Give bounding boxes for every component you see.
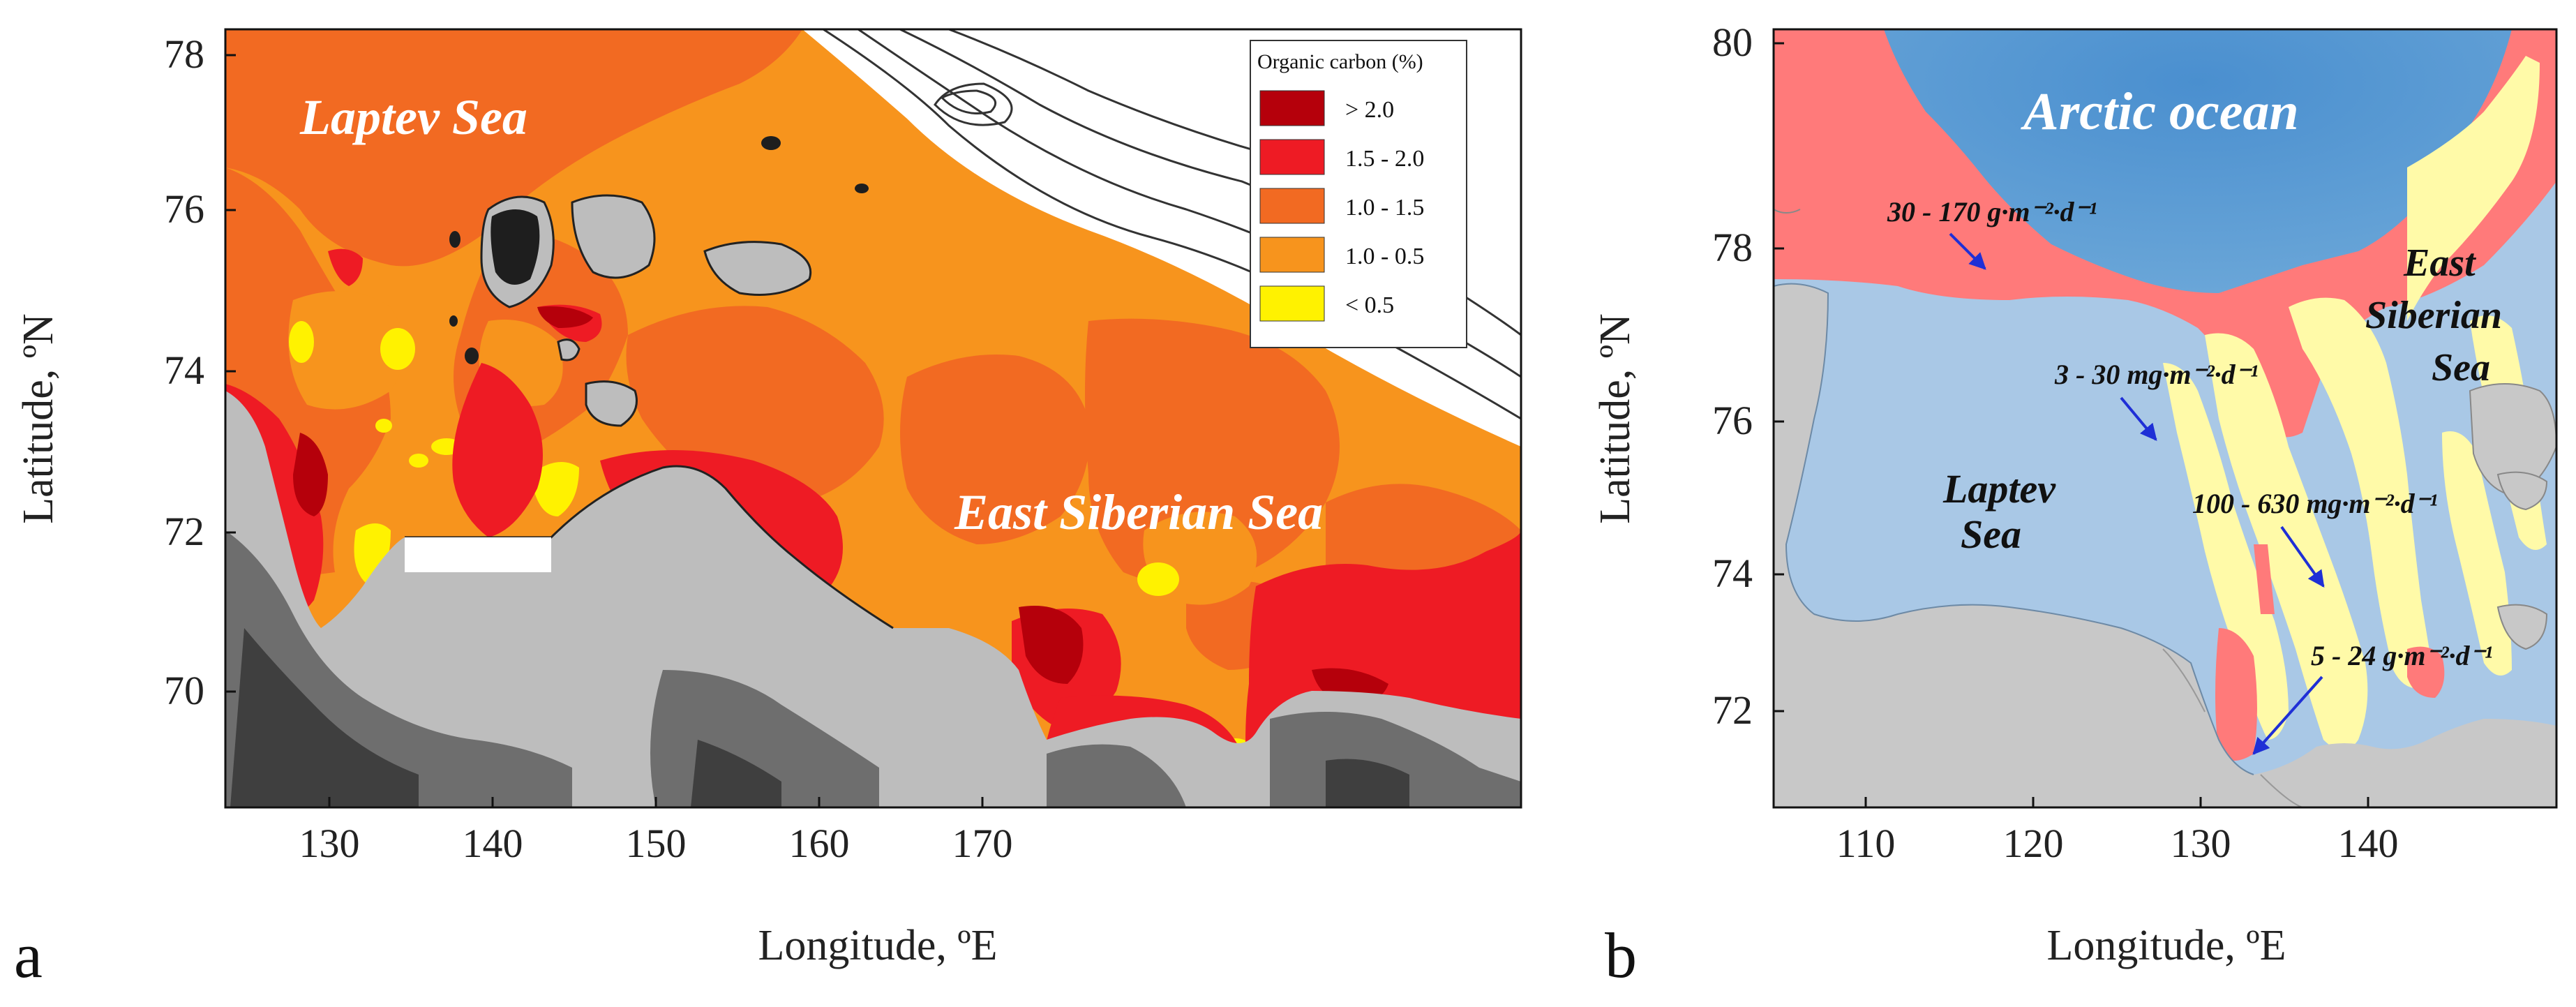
arctic-ocean-area (1884, 29, 2512, 293)
b-x-tick-130: 130 (2171, 821, 2231, 866)
legend-swatch-1.5-2.0 (1259, 139, 1325, 175)
flux-label-2: 3 - 30 mg·m⁻²·d⁻¹ (2054, 359, 2259, 390)
siberia-land (225, 391, 1521, 807)
a-x-tick-140: 140 (463, 821, 523, 866)
zone-1.0-0.5-patches (288, 291, 1257, 605)
a-x-tick-150: 150 (626, 821, 687, 866)
flux-arrow-4 (2252, 676, 2323, 755)
es-label-line1: East (2403, 241, 2476, 285)
high-flux-streaks (2215, 544, 2445, 761)
b-y-axis-title: Latitude, ºN (1592, 313, 1639, 524)
panel-b-map (1774, 29, 2556, 807)
b-y-tick-78: 78 (1712, 225, 1753, 270)
panel-b-y-ticks: 80 78 76 74 72 (1712, 20, 1784, 733)
b-x-axis-title: Longitude, ºE (2047, 922, 2286, 969)
laptev-sea-label: Laptev Sea (299, 89, 527, 145)
a-y-tick-72: 72 (164, 509, 204, 554)
land-terrain-dark (230, 628, 1409, 807)
coastline (405, 465, 894, 629)
a-x-axis-title: Longitude, ºE (758, 922, 998, 969)
east-siberian-sea-label: East Siberian Sea (954, 484, 1323, 540)
panel-a-y-ticks: 78 76 74 72 70 (164, 31, 236, 713)
flux-arrow-3 (2280, 525, 2325, 588)
b-y-tick-80: 80 (1712, 20, 1753, 65)
flux-label-1: 30 - 170 g·m⁻²·d⁻¹ (1887, 196, 2097, 227)
organic-carbon-legend: Organic carbon (%) > 2.0 1.5 - 2.0 1.0 -… (1250, 40, 1467, 348)
legend-label-1.0-0.5: 1.0 - 0.5 (1345, 244, 1424, 269)
laptev-label-line1: Laptev (1942, 466, 2056, 512)
panel-letter-b: b (1605, 920, 1637, 991)
east-island-south (2496, 604, 2548, 650)
legend-swatch-1.0-1.5 (1259, 188, 1325, 224)
b-x-tick-140: 140 (2338, 821, 2399, 866)
east-island-small (2496, 471, 2548, 511)
a-y-tick-74: 74 (164, 348, 204, 393)
flux-arrow-1 (1949, 232, 1986, 270)
a-x-tick-130: 130 (299, 821, 360, 866)
flux-label-3: 100 - 630 mg·m⁻²·d⁻¹ (2192, 488, 2438, 519)
arctic-ocean-label: Arctic ocean (2021, 82, 2299, 141)
legend-title: Organic carbon (%) (1257, 50, 1423, 73)
panel-a-x-ticks: 130 140 150 160 170 (299, 797, 1013, 866)
panel-a-frame (224, 28, 1522, 809)
panel-b-x-ticks: 110 120 130 140 (1836, 797, 2399, 866)
legend-label-1.0-1.5: 1.0 - 1.5 (1345, 195, 1424, 221)
b-x-tick-120: 120 (2003, 821, 2064, 866)
a-x-tick-160: 160 (789, 821, 850, 866)
legend-label-1.5-2.0: 1.5 - 2.0 (1345, 146, 1424, 172)
es-label-line3: Sea (2432, 346, 2490, 389)
siberia-land-b (1774, 283, 2556, 807)
legend-label-gt-2.0: > 2.0 (1345, 97, 1394, 123)
legend-swatch-lt-0.5 (1259, 285, 1325, 322)
flux-label-4: 5 - 24 g·m⁻²·d⁻¹ (2311, 640, 2493, 671)
legend-swatch-gt-2.0 (1259, 90, 1325, 126)
panel-letter-a: a (14, 920, 43, 991)
a-y-axis-title: Latitude, ºN (15, 313, 62, 524)
b-y-tick-74: 74 (1712, 551, 1753, 596)
legend-swatch-1.0-0.5 (1259, 237, 1325, 273)
a-y-tick-78: 78 (164, 31, 204, 77)
b-y-tick-76: 76 (1712, 398, 1753, 443)
a-y-tick-76: 76 (164, 186, 204, 232)
a-y-tick-70: 70 (164, 668, 204, 713)
white-gap (405, 537, 551, 572)
laptev-label-line2: Sea (1961, 512, 2021, 557)
low-flux-bands (2163, 56, 2547, 750)
coastline-b (1774, 283, 2254, 775)
panel-b-frame (1772, 28, 2558, 809)
flux-arrow-2 (2120, 396, 2157, 441)
islands-dark (449, 136, 869, 364)
b-y-tick-72: 72 (1712, 687, 1753, 733)
legend-label-lt-0.5: < 0.5 (1345, 292, 1394, 318)
es-label-line2: Siberian (2365, 294, 2502, 337)
b-x-tick-110: 110 (1836, 821, 1896, 866)
a-x-tick-170: 170 (952, 821, 1013, 866)
